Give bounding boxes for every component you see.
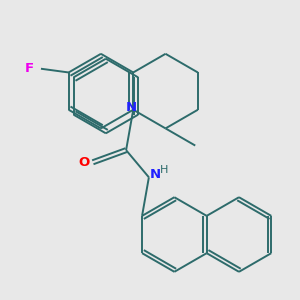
- Text: N: N: [150, 168, 161, 181]
- Text: O: O: [79, 156, 90, 169]
- Text: N: N: [126, 101, 137, 114]
- Text: H: H: [160, 165, 169, 176]
- Text: F: F: [25, 62, 34, 75]
